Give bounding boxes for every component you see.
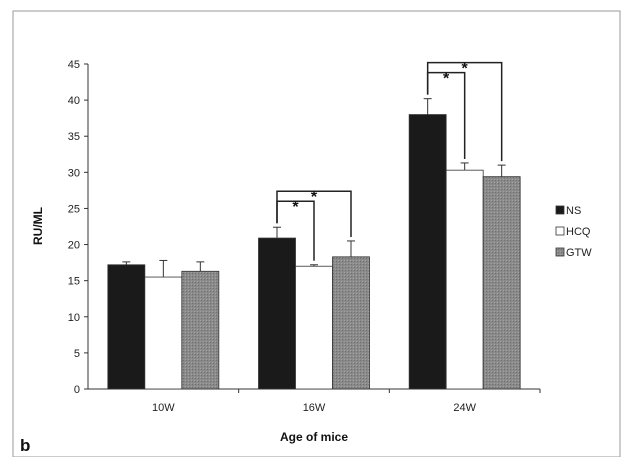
legend-swatch-hcq [555, 226, 565, 236]
plot-area: 0 5 10 15 20 25 30 35 40 45 10W 16W 24W * * * * [68, 59, 541, 414]
y-tick-label: 20 [68, 240, 80, 252]
significance-star: * [443, 71, 450, 88]
y-tick-label: 10 [68, 312, 80, 324]
y-tick-label: 45 [68, 59, 80, 71]
significance-star: * [311, 189, 318, 206]
legend: NS HCQ GTW [555, 205, 592, 259]
legend-swatch-gtw [555, 247, 565, 257]
y-tick-label: 15 [68, 276, 80, 288]
x-tick-label: 10W [152, 402, 175, 414]
legend-label-hcq: HCQ [566, 226, 591, 238]
y-tick-label: 0 [74, 384, 80, 396]
x-axis-title: Age of mice [280, 430, 348, 444]
bar-ns-24w [408, 114, 447, 390]
y-tick-label: 5 [74, 348, 80, 360]
bar-hcq-24w [445, 169, 484, 390]
x-tick-label: 16W [303, 402, 326, 414]
figure-border [12, 10, 621, 457]
legend-label-gtw: GTW [566, 247, 592, 259]
bar-ns-16w [258, 237, 296, 390]
bar-gtw-10w [181, 270, 220, 390]
panel-label: b [20, 436, 30, 455]
bar-hcq-16w [295, 265, 333, 390]
legend-swatch-ns [555, 205, 565, 215]
y-tick-label: 35 [68, 131, 80, 143]
bar-gtw-16w [332, 256, 370, 390]
y-tick-label: 30 [68, 167, 80, 179]
bar-gtw-24w [482, 176, 521, 390]
y-tick-label: 25 [68, 203, 80, 215]
y-axis-title: RU/ML [31, 207, 45, 245]
significance-bracket [426, 61, 503, 162]
significance-star: * [292, 199, 299, 216]
y-tick-label: 40 [68, 95, 80, 107]
significance-star: * [462, 61, 469, 78]
bar-ns-10w [107, 264, 146, 390]
significance-bracket [276, 190, 352, 237]
legend-label-ns: NS [566, 205, 581, 217]
bar-hcq-10w [144, 276, 183, 390]
x-tick-label: 24W [453, 402, 476, 414]
